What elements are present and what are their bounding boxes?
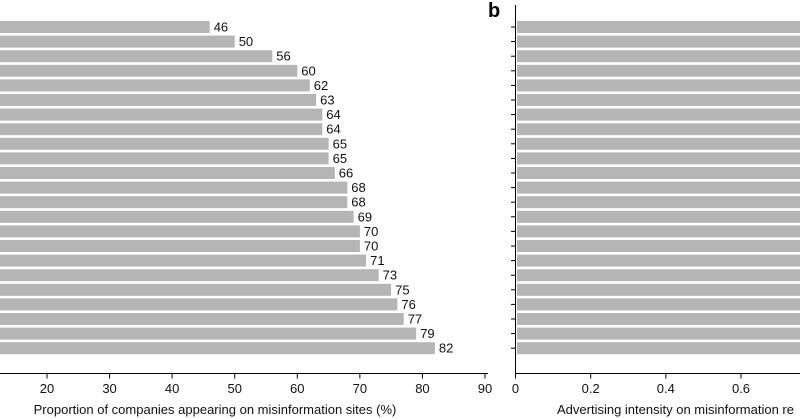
bar-b-14 bbox=[517, 210, 800, 223]
bar-a-17 bbox=[0, 254, 367, 267]
bar-b-21 bbox=[517, 313, 800, 325]
data-label-a-21: 77 bbox=[408, 312, 422, 327]
bar-b-5 bbox=[517, 79, 800, 92]
panel-a-chart: 4650566062636464656566686869707071737576… bbox=[0, 20, 492, 417]
bar-a-16 bbox=[0, 240, 360, 252]
data-label-a-12: 68 bbox=[351, 180, 365, 195]
panel-b-letter: b bbox=[488, 0, 500, 22]
data-label-a-9: 65 bbox=[333, 136, 347, 151]
bar-a-19 bbox=[0, 283, 392, 296]
data-label-a-16: 70 bbox=[364, 239, 378, 254]
data-label-a-8: 64 bbox=[326, 122, 340, 137]
data-label-a-7: 64 bbox=[326, 107, 340, 122]
bar-b-12 bbox=[517, 181, 800, 194]
tick-label-a-60: 60 bbox=[290, 381, 304, 396]
data-label-a-5: 62 bbox=[314, 78, 328, 93]
data-label-a-1: 46 bbox=[214, 20, 228, 35]
panel-b-x-axis-title: Advertising intensity on misinformation … bbox=[557, 402, 794, 417]
bar-b-2 bbox=[517, 35, 800, 48]
bar-b-6 bbox=[517, 94, 800, 106]
panel-a-x-ticks: 20 30 40 50 60 70 80 90 bbox=[40, 373, 492, 396]
tick-label-b-0: 0 bbox=[512, 381, 519, 396]
bar-b-4 bbox=[517, 64, 800, 77]
bar-a-8 bbox=[0, 123, 323, 136]
tick-label-a-40: 40 bbox=[165, 381, 179, 396]
panel-b-chart: b 0 0.2 0.4 0.6 Advertising intensity on mi… bbox=[488, 0, 800, 417]
tick-label-a-70: 70 bbox=[353, 381, 367, 396]
bar-b-17 bbox=[517, 254, 800, 267]
bar-a-23 bbox=[0, 342, 435, 355]
bar-a-1 bbox=[0, 21, 210, 33]
bar-a-12 bbox=[0, 181, 348, 194]
data-label-a-14: 69 bbox=[358, 209, 372, 224]
data-label-a-17: 71 bbox=[370, 253, 384, 268]
bar-b-10 bbox=[517, 152, 800, 165]
bar-a-15 bbox=[0, 225, 360, 238]
bar-b-18 bbox=[517, 269, 800, 282]
tick-label-a-20: 20 bbox=[40, 381, 54, 396]
tick-label-b-1: 0.2 bbox=[582, 381, 600, 396]
bar-a-20 bbox=[0, 298, 398, 311]
data-label-a-20: 76 bbox=[401, 297, 415, 312]
bar-a-18 bbox=[0, 269, 379, 282]
bar-a-9 bbox=[0, 137, 329, 150]
tick-label-a-80: 80 bbox=[415, 381, 429, 396]
data-label-a-2: 50 bbox=[239, 34, 253, 49]
panel-a-bars bbox=[0, 21, 435, 355]
bar-a-3 bbox=[0, 50, 273, 63]
data-label-a-6: 63 bbox=[320, 93, 334, 108]
tick-label-a-50: 50 bbox=[227, 381, 241, 396]
tick-label-a-30: 30 bbox=[102, 381, 116, 396]
bar-b-19 bbox=[517, 283, 800, 296]
bar-b-1 bbox=[517, 21, 800, 33]
panel-b-y-ticks bbox=[511, 26, 516, 349]
bar-a-22 bbox=[0, 327, 417, 340]
bar-a-13 bbox=[0, 196, 348, 209]
bar-b-7 bbox=[517, 108, 800, 121]
bar-a-7 bbox=[0, 108, 323, 121]
bar-a-2 bbox=[0, 35, 235, 48]
bar-b-11 bbox=[517, 167, 800, 179]
data-label-a-23: 82 bbox=[439, 341, 453, 356]
data-label-a-18: 73 bbox=[383, 268, 397, 283]
bar-a-11 bbox=[0, 167, 335, 179]
data-label-a-22: 79 bbox=[420, 326, 434, 341]
data-label-a-10: 65 bbox=[333, 151, 347, 166]
bar-b-15 bbox=[517, 225, 800, 238]
bar-b-9 bbox=[517, 137, 800, 150]
tick-label-b-3: 0.6 bbox=[732, 381, 750, 396]
bar-a-5 bbox=[0, 79, 310, 92]
panel-a-data-labels: 4650566062636464656566686869707071737576… bbox=[214, 20, 454, 356]
data-label-a-15: 70 bbox=[364, 224, 378, 239]
bar-b-22 bbox=[517, 327, 800, 340]
bar-a-6 bbox=[0, 94, 317, 106]
panel-b-bars bbox=[517, 21, 800, 355]
data-label-a-4: 60 bbox=[301, 63, 315, 78]
bar-b-8 bbox=[517, 123, 800, 136]
bar-a-21 bbox=[0, 313, 404, 325]
data-label-a-3: 56 bbox=[276, 49, 290, 64]
tick-label-b-2: 0.4 bbox=[657, 381, 675, 396]
bar-a-4 bbox=[0, 64, 298, 77]
tick-label-a-90: 90 bbox=[478, 381, 492, 396]
data-label-a-19: 75 bbox=[395, 282, 409, 297]
data-label-a-13: 68 bbox=[351, 195, 365, 210]
bar-a-10 bbox=[0, 152, 329, 165]
bar-b-3 bbox=[517, 50, 800, 63]
panel-b-x-ticks: 0 0.2 0.4 0.6 bbox=[512, 373, 750, 396]
bar-a-14 bbox=[0, 210, 354, 223]
panel-a-x-axis-title: Proportion of companies appearing on mis… bbox=[34, 402, 397, 417]
bar-b-20 bbox=[517, 298, 800, 311]
data-label-a-11: 66 bbox=[339, 166, 353, 181]
bar-b-16 bbox=[517, 240, 800, 252]
bar-b-23 bbox=[517, 342, 800, 355]
bar-b-13 bbox=[517, 196, 800, 209]
